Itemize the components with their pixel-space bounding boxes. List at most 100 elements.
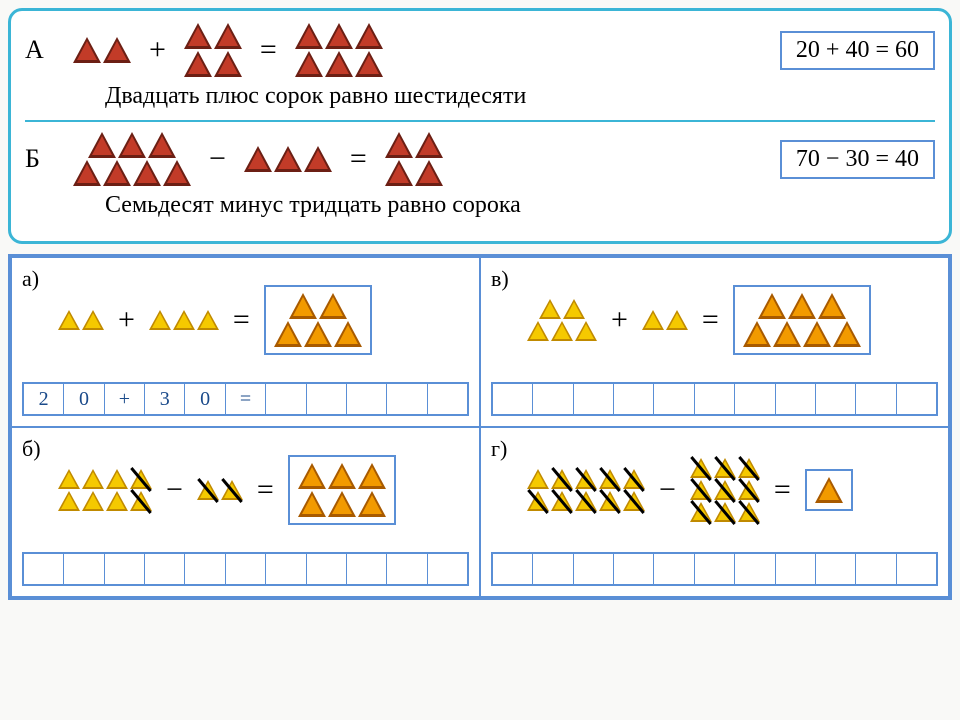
write-cell[interactable]: = — [226, 384, 266, 414]
write-cell[interactable]: 0 — [64, 384, 104, 414]
triangle-icon — [738, 458, 760, 478]
write-cell[interactable] — [428, 554, 467, 584]
example-label: Б — [25, 144, 49, 174]
triangle-icon — [304, 146, 332, 172]
write-cell[interactable] — [654, 384, 694, 414]
write-cell[interactable] — [897, 384, 936, 414]
triangle-icon — [551, 469, 573, 489]
write-cell[interactable] — [428, 384, 467, 414]
triangle-icon — [385, 160, 413, 186]
write-cell[interactable] — [185, 554, 225, 584]
write-cell[interactable] — [735, 384, 775, 414]
examples-panel: А+=20 + 40 = 60Двадцать плюс сорок равно… — [8, 8, 952, 244]
sentence: Семьдесят минус тридцать равно сорока — [25, 192, 935, 219]
triangle-icon — [106, 469, 128, 489]
triangle-icon — [415, 160, 443, 186]
triangle-icon — [690, 502, 712, 522]
write-cell[interactable] — [856, 384, 896, 414]
result-box — [733, 285, 871, 355]
cell-label: б) — [22, 436, 48, 462]
triangle-icon — [214, 51, 242, 77]
write-cell[interactable] — [493, 384, 533, 414]
write-cell[interactable] — [387, 384, 427, 414]
triangle-icon — [738, 480, 760, 500]
write-cell[interactable] — [574, 384, 614, 414]
triangle-icon — [599, 491, 621, 511]
write-strip[interactable] — [491, 552, 938, 586]
answer-box: 70 − 30 = 40 — [780, 140, 935, 179]
triangle-icon — [355, 23, 383, 49]
write-cell[interactable] — [776, 384, 816, 414]
write-cell[interactable] — [24, 554, 64, 584]
write-cell[interactable]: + — [105, 384, 145, 414]
triangle-icon — [130, 469, 152, 489]
triangle-icon — [58, 310, 80, 330]
triangle-icon — [130, 491, 152, 511]
write-cell[interactable] — [105, 554, 145, 584]
write-cell[interactable] — [64, 554, 104, 584]
triangle-icon — [773, 321, 801, 347]
triangle-icon — [334, 321, 362, 347]
result-box — [805, 469, 853, 511]
write-cell[interactable] — [533, 384, 573, 414]
write-cell[interactable] — [614, 554, 654, 584]
write-cell[interactable] — [897, 554, 936, 584]
triangle-icon — [73, 37, 101, 63]
equals-sign: = — [229, 303, 254, 337]
write-cell[interactable] — [776, 554, 816, 584]
triangle-icon — [184, 23, 212, 49]
cell-label: г) — [491, 436, 517, 462]
write-cell[interactable] — [533, 554, 573, 584]
triangle-icon — [623, 469, 645, 489]
write-cell[interactable] — [347, 384, 387, 414]
triangle-icon — [690, 458, 712, 478]
write-cell[interactable] — [387, 554, 427, 584]
operator: − — [655, 473, 680, 507]
write-cell[interactable] — [735, 554, 775, 584]
write-cell[interactable] — [695, 384, 735, 414]
triangle-group — [295, 23, 383, 77]
write-cell[interactable]: 2 — [24, 384, 64, 414]
triangle-icon — [304, 321, 332, 347]
triangle-icon — [575, 321, 597, 341]
write-cell[interactable] — [226, 554, 266, 584]
cell-label: в) — [491, 266, 517, 292]
equals-sign: = — [770, 473, 795, 507]
triangle-icon — [599, 469, 621, 489]
write-cell[interactable] — [816, 554, 856, 584]
exercise-cell: а)+=20+30= — [11, 257, 480, 427]
triangle-icon — [58, 491, 80, 511]
triangle-icon — [88, 132, 116, 158]
write-cell[interactable] — [307, 554, 347, 584]
triangle-icon — [563, 299, 585, 319]
triangle-icon — [325, 23, 353, 49]
write-cell[interactable] — [145, 554, 185, 584]
write-cell[interactable] — [307, 384, 347, 414]
write-cell[interactable] — [266, 384, 306, 414]
write-cell[interactable] — [493, 554, 533, 584]
triangle-icon — [328, 491, 356, 517]
write-cell[interactable] — [856, 554, 896, 584]
triangle-icon — [197, 480, 219, 500]
write-strip[interactable] — [22, 552, 469, 586]
write-strip[interactable] — [491, 382, 938, 416]
write-cell[interactable]: 3 — [145, 384, 185, 414]
write-cell[interactable]: 0 — [185, 384, 225, 414]
write-cell[interactable] — [695, 554, 735, 584]
write-strip[interactable]: 20+30= — [22, 382, 469, 416]
triangle-icon — [818, 293, 846, 319]
triangle-icon — [833, 321, 861, 347]
write-cell[interactable] — [614, 384, 654, 414]
write-cell[interactable] — [816, 384, 856, 414]
triangle-icon — [788, 293, 816, 319]
write-cell[interactable] — [574, 554, 614, 584]
triangle-icon — [118, 132, 146, 158]
triangle-group — [197, 480, 243, 500]
triangle-icon — [197, 310, 219, 330]
equals-sign: = — [256, 33, 281, 67]
triangle-icon — [148, 132, 176, 158]
write-cell[interactable] — [347, 554, 387, 584]
triangle-icon — [815, 477, 843, 503]
write-cell[interactable] — [266, 554, 306, 584]
write-cell[interactable] — [654, 554, 694, 584]
